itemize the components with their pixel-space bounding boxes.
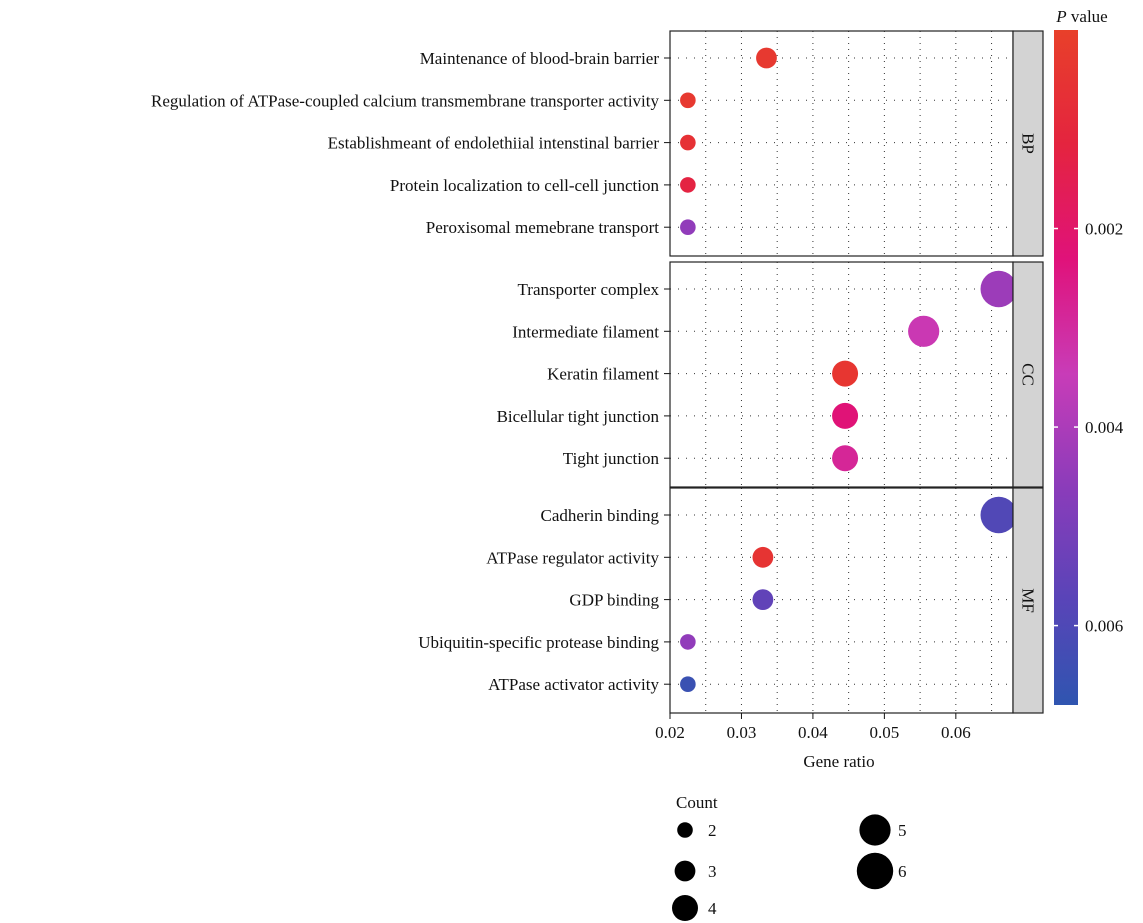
data-point [680,177,696,193]
term-label: Bicellular tight junction [497,407,660,426]
data-point [832,360,859,387]
term-label: Maintenance of blood-brain barrier [420,49,660,68]
size-legend-label: 3 [708,862,717,881]
size-legend-label: 6 [898,862,907,881]
term-label: Ubiquitin-specific protease binding [418,633,659,652]
term-label: Transporter complex [518,280,660,299]
x-tick-label: 0.04 [798,723,828,742]
term-label: Peroxisomal memebrane transport [426,218,659,237]
data-point [832,445,859,472]
data-point [752,546,774,568]
x-tick-label: 0.06 [941,723,971,742]
data-point [680,134,696,151]
size-legend-label: 2 [708,821,717,840]
term-label: Keratin filament [547,365,659,384]
term-label: Intermediate filament [512,322,659,341]
x-tick-label: 0.03 [727,723,757,742]
size-legend-dot [674,860,696,882]
size-legend-dot [859,814,891,846]
term-label: ATPase regulator activity [486,548,659,567]
facet-strip [1012,261,1044,488]
color-bar-tick-label: 0.004 [1085,418,1124,437]
x-tick-label: 0.05 [870,723,900,742]
facet-panel: Transporter complex Intermediate filament… [497,261,1044,488]
facet-panels: Maintenance of blood-brain barrier Regula… [151,30,1044,714]
size-legend-title: Count [676,793,718,812]
facet-strip [1012,487,1044,714]
facet-panel: Cadherin binding ATPase regulator activit… [418,487,1044,714]
color-bar-tick-label: 0.006 [1085,617,1123,636]
term-label: Cadherin binding [540,506,659,525]
term-label: Establishmeant of endolethiial intenstin… [328,134,660,153]
data-point [680,676,696,692]
term-label: GDP binding [569,591,659,610]
data-point [980,270,1017,308]
color-bar [1054,30,1078,705]
data-point [680,634,696,650]
facet-strip [1012,30,1044,257]
size-legend-dot [856,852,894,890]
x-axis: 0.02 0.03 0.04 0.05 0.06 [655,713,971,742]
count-size-legend: Count 2 3 4 5 6 [672,793,907,921]
data-point [908,315,940,347]
size-legend-dot [672,895,698,921]
panel-border [669,487,1014,714]
color-legend-title: P value [1055,7,1107,26]
term-label: Regulation of ATPase-coupled calcium tra… [151,91,659,110]
size-legend-label: 5 [898,821,907,840]
term-label: Tight junction [563,449,660,468]
data-point [756,47,777,69]
facet-strip-label: BP [1019,133,1038,154]
term-label: ATPase activator activity [488,675,659,694]
size-legend-label: 4 [708,899,717,918]
facet-panel: Maintenance of blood-brain barrier Regula… [151,30,1044,257]
facet-strip-label: CC [1019,363,1038,386]
data-point [832,402,859,429]
data-point [680,92,696,109]
p-value-color-legend: P value 0.002 0.004 0.006 [1054,7,1124,705]
panel-border [669,30,1014,257]
term-label: Protein localization to cell-cell juncti… [390,176,660,195]
data-point [680,219,696,235]
color-bar-tick-label: 0.002 [1085,220,1123,239]
size-legend-dot [677,822,693,838]
data-point [752,589,774,610]
x-tick-label: 0.02 [655,723,685,742]
data-point [980,496,1017,534]
x-axis-title: Gene ratio [803,752,874,771]
facet-strip-label: MF [1019,588,1038,613]
